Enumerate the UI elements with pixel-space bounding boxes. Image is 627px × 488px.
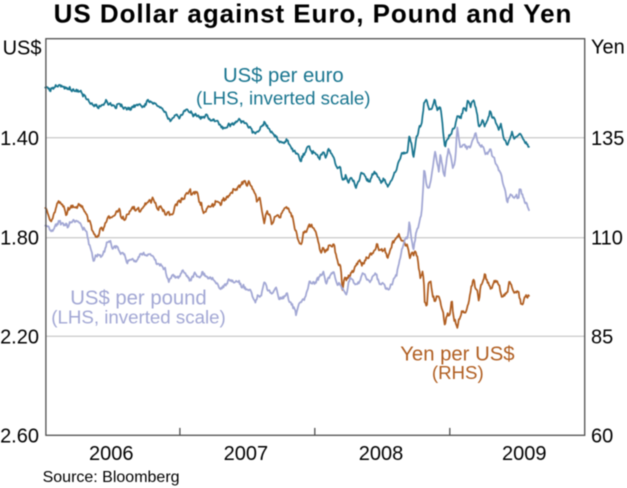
svg-text:2006: 2006 [89,443,134,465]
svg-text:US$ per pound: US$ per pound [70,288,206,310]
svg-text:2.20: 2.20 [0,327,39,349]
svg-text:2.60: 2.60 [0,426,39,448]
svg-text:Source: Bloomberg: Source: Bloomberg [43,469,180,486]
svg-text:US$ per euro: US$ per euro [223,65,344,87]
svg-text:110: 110 [591,228,623,250]
svg-text:135: 135 [591,128,624,150]
svg-text:US$: US$ [3,38,42,60]
svg-text:1.40: 1.40 [0,128,39,150]
svg-text:1.80: 1.80 [0,228,39,250]
svg-text:Yen per US$: Yen per US$ [400,343,514,365]
svg-text:(LHS, inverted scale): (LHS, inverted scale) [196,87,370,108]
svg-text:2008: 2008 [359,443,404,465]
svg-text:85: 85 [591,327,613,349]
svg-text:60: 60 [591,426,613,448]
svg-text:(RHS): (RHS) [432,362,484,383]
svg-text:US Dollar against Euro, Pound: US Dollar against Euro, Pound and Yen [54,0,573,28]
svg-text:(LHS, inverted scale): (LHS, inverted scale) [51,306,225,327]
svg-text:Yen: Yen [591,37,625,59]
svg-text:2007: 2007 [224,443,269,465]
svg-text:2009: 2009 [502,443,547,465]
